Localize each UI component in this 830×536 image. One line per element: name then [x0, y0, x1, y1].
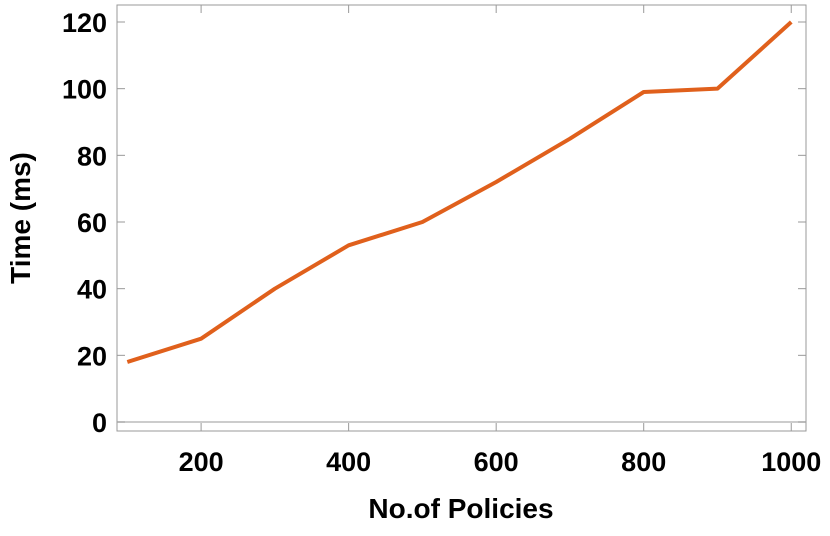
x-tick-label: 600: [474, 447, 519, 477]
y-tick-label: 20: [77, 341, 107, 371]
x-tick-label: 400: [326, 447, 371, 477]
y-tick-label: 40: [77, 275, 107, 305]
y-tick-label: 120: [62, 8, 107, 38]
y-axis-label: Time (ms): [5, 152, 36, 284]
x-tick-label: 1000: [761, 447, 821, 477]
x-tick-label: 200: [179, 447, 224, 477]
y-tick-label: 80: [77, 141, 107, 171]
x-tick-label: 800: [621, 447, 666, 477]
x-axis-label: No.of Policies: [368, 493, 553, 524]
y-tick-label: 100: [62, 75, 107, 105]
data-line: [126, 20, 793, 364]
y-tick-label: 0: [92, 408, 107, 438]
frame: [116, 4, 807, 432]
y-tick-label: 60: [77, 208, 107, 238]
